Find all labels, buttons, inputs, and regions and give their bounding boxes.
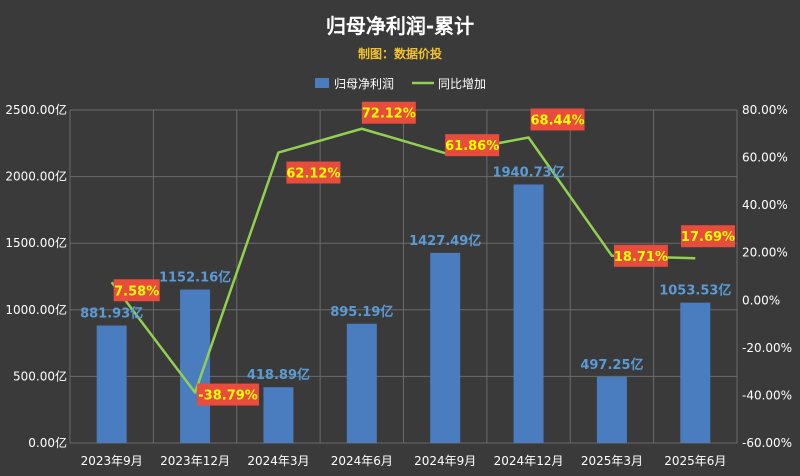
x-tick-label: 2025年3月 (581, 454, 643, 468)
y-left-tick-label: 500.00亿 (13, 368, 67, 383)
pct-label-box (113, 279, 160, 302)
bar-value-label: 1152.16亿 (159, 270, 231, 286)
growth-line (110, 127, 696, 394)
pct-value-label: 7.58% (114, 284, 159, 299)
pct-label-box (197, 383, 260, 406)
pct-value-label: 17.69% (681, 230, 735, 245)
bar-value-label: 1940.73亿 (492, 164, 564, 180)
legend: 归母净利润 同比增加 (315, 77, 486, 91)
pct-value-label: 72.12% (362, 107, 416, 122)
bar-value-label: 1053.53亿 (659, 283, 731, 299)
y-right-tick-label: -20.00% (742, 341, 792, 355)
y-right-tick-label: -40.00% (742, 388, 792, 402)
bar-value-label: 895.19亿 (330, 304, 393, 320)
y-right-tick-label: -60.00% (742, 436, 792, 450)
bar (430, 252, 461, 443)
pct-labels: 7.58% -38.79% 62.12% 72.12% 61.86% 68.44% 18.7… (113, 101, 735, 406)
pct-value-label: -38.79% (198, 389, 258, 404)
bar (263, 387, 294, 443)
y-right-tick-label: 60.00% (742, 151, 788, 165)
x-tick-label: 2024年3月 (247, 454, 309, 468)
pct-label-box (445, 134, 500, 157)
x-tick-label: 2024年9月 (414, 454, 476, 468)
x-tick-label: 2023年12月 (160, 454, 230, 468)
y-axis-right: -60.00% -40.00% -20.00% 0.00% 20.00% 40.00% 60… (742, 103, 792, 450)
x-axis: 2023年9月 2023年12月 2024年3月 2024年6月 2024年9月 2024… (81, 454, 727, 468)
pct-label-box (613, 244, 668, 267)
growth-line-path (110, 127, 696, 394)
x-tick-label: 2024年6月 (331, 454, 393, 468)
bar (513, 184, 544, 444)
x-tick-label: 2023年9月 (81, 454, 143, 468)
chart-subtitle: 制图：数据价投 (358, 46, 442, 61)
y-right-tick-label: 20.00% (742, 246, 788, 260)
pct-label-box (530, 108, 585, 131)
chart-title: 归母净利润-累计 (326, 14, 474, 38)
y-right-tick-label: 80.00% (742, 103, 788, 117)
y-left-tick-label: 2500.00亿 (5, 102, 67, 117)
pct-value-label: 18.71% (614, 250, 668, 265)
bar-value-label: 1427.49亿 (409, 233, 481, 249)
pct-value-label: 68.44% (530, 113, 584, 128)
y-left-tick-label: 2000.00亿 (5, 169, 67, 184)
bar (96, 325, 127, 443)
y-axis-left: 0.00亿 500.00亿 1000.00亿 1500.00亿 2000.00亿 2500… (5, 102, 67, 450)
bar (346, 323, 377, 443)
y-left-tick-label: 1000.00亿 (5, 302, 67, 317)
y-left-tick-label: 1500.00亿 (5, 235, 67, 250)
pct-label-box (681, 225, 735, 248)
legend-line-label: 同比增加 (438, 77, 486, 91)
pct-label-box (286, 161, 341, 184)
legend-bar-swatch (315, 78, 329, 88)
x-tick-label: 2025年6月 (664, 454, 726, 468)
pct-value-label: 62.12% (286, 167, 340, 182)
bar (596, 376, 627, 443)
bar (180, 289, 211, 443)
bars (96, 184, 711, 444)
x-tick-label: 2024年12月 (494, 454, 564, 468)
bar-value-label: 881.93亿 (80, 306, 143, 322)
bar-value-label: 497.25亿 (580, 357, 643, 373)
legend-bar-label: 归母净利润 (334, 77, 394, 91)
y-right-tick-label: 0.00% (742, 293, 780, 307)
pct-label-box (361, 101, 416, 124)
y-right-tick-label: 40.00% (742, 198, 788, 212)
y-left-tick-label: 0.00亿 (28, 435, 67, 450)
bar-labels: 881.93亿 1152.16亿 418.89亿 895.19亿 1427.49亿 194… (80, 164, 731, 383)
bar-value-label: 418.89亿 (247, 367, 310, 383)
bar (680, 302, 711, 443)
pct-value-label: 61.86% (445, 139, 499, 154)
